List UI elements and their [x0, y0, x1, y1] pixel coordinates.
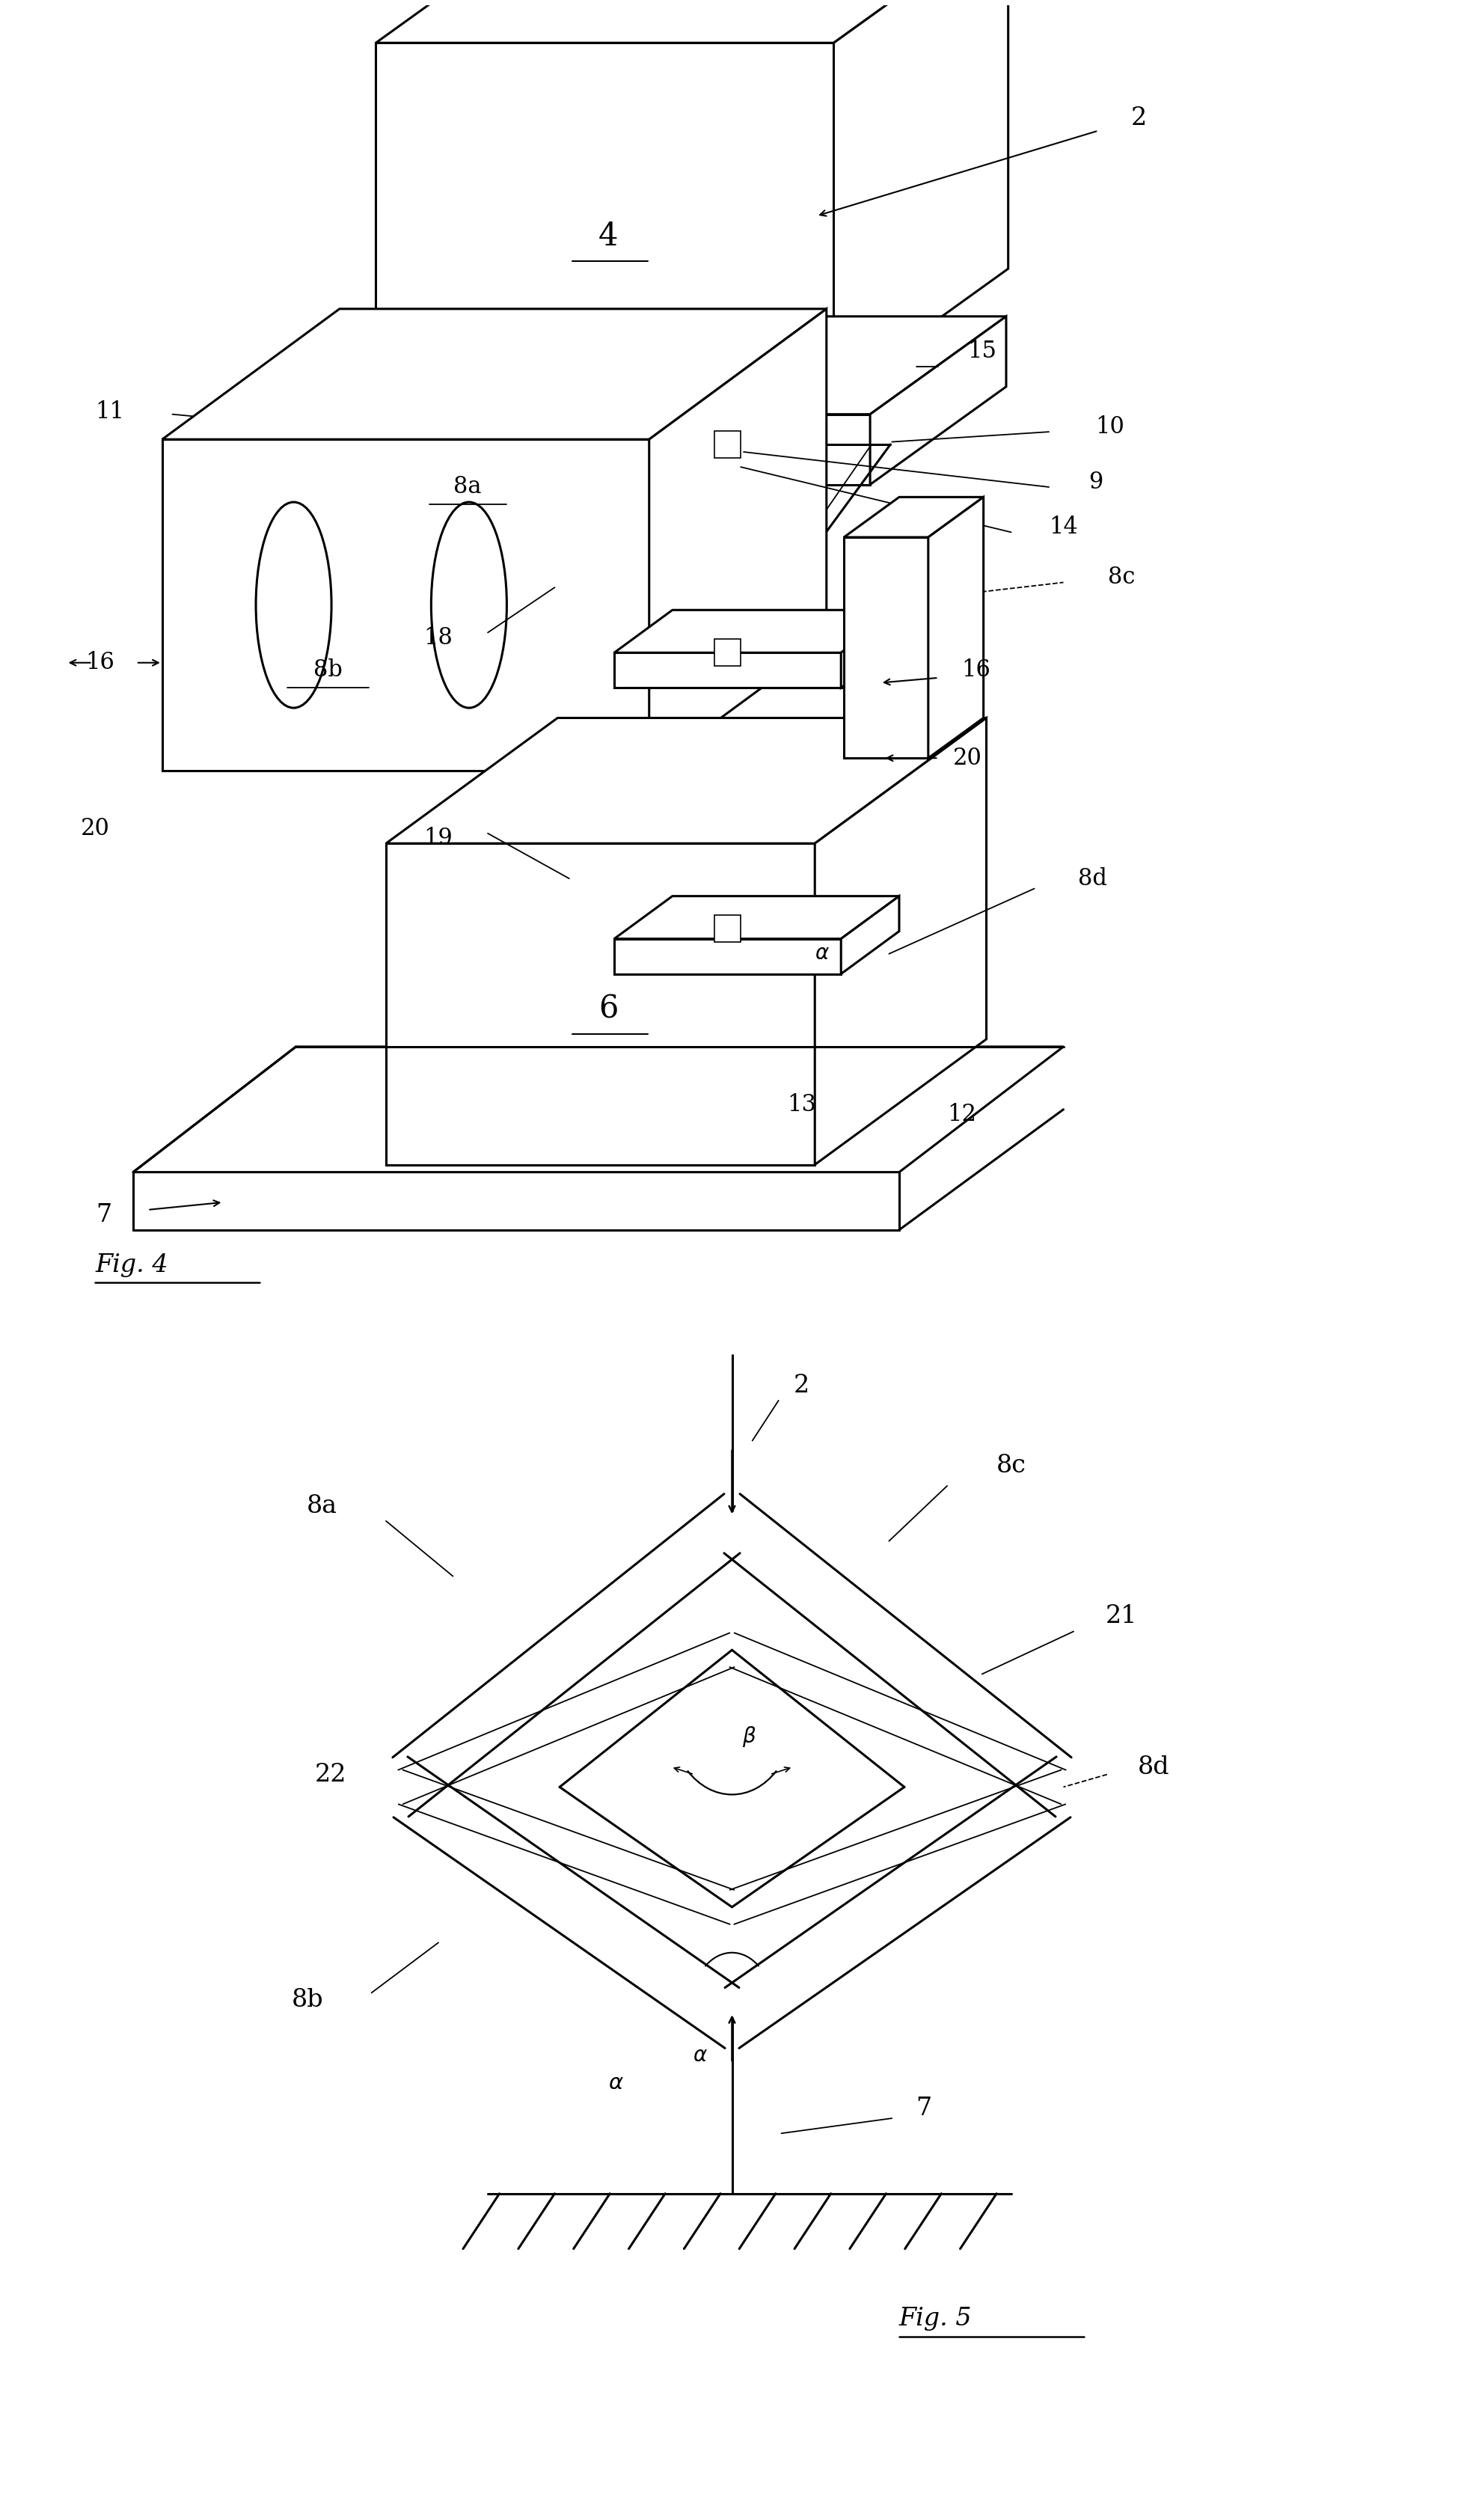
Text: 13: 13	[788, 1094, 817, 1116]
Text: 8d: 8d	[1138, 1754, 1170, 1779]
Text: 20: 20	[953, 746, 982, 769]
Text: 8c: 8c	[1108, 567, 1135, 590]
Polygon shape	[277, 413, 870, 484]
Polygon shape	[615, 897, 899, 940]
Polygon shape	[928, 496, 984, 759]
Polygon shape	[834, 0, 1009, 393]
Text: 21: 21	[1105, 1605, 1138, 1628]
Text: 16: 16	[962, 658, 991, 683]
Polygon shape	[386, 844, 815, 1164]
Text: $\beta$: $\beta$	[742, 1724, 757, 1749]
Polygon shape	[649, 310, 827, 771]
Text: 16: 16	[85, 650, 114, 675]
Text: 9: 9	[1088, 471, 1102, 494]
Text: 10: 10	[1095, 416, 1124, 438]
Polygon shape	[714, 431, 741, 459]
Text: 6: 6	[599, 993, 618, 1026]
Polygon shape	[386, 718, 987, 844]
Text: $\alpha$: $\alpha$	[692, 2046, 707, 2066]
Polygon shape	[714, 915, 741, 942]
Polygon shape	[615, 610, 899, 653]
Text: 12: 12	[947, 1104, 976, 1126]
Polygon shape	[870, 318, 1006, 484]
Text: 8b: 8b	[291, 1988, 324, 2013]
Text: Fig. 5: Fig. 5	[899, 2308, 972, 2331]
Text: 7: 7	[97, 1202, 111, 1227]
Text: 2: 2	[793, 1373, 810, 1399]
Text: Fig. 4: Fig. 4	[95, 1252, 168, 1278]
Text: 14: 14	[1048, 517, 1078, 539]
Text: 11: 11	[95, 401, 124, 423]
Polygon shape	[714, 640, 741, 665]
Polygon shape	[815, 718, 987, 1164]
Text: 19: 19	[425, 827, 452, 849]
Polygon shape	[277, 318, 1006, 413]
Text: 8c: 8c	[996, 1454, 1026, 1477]
Text: 20: 20	[81, 816, 110, 839]
Text: 8a: 8a	[454, 476, 482, 499]
Polygon shape	[163, 310, 827, 438]
Text: 2: 2	[1132, 106, 1146, 131]
Text: $\alpha$: $\alpha$	[814, 942, 830, 965]
Polygon shape	[840, 897, 899, 973]
Polygon shape	[376, 0, 1009, 43]
Text: 22: 22	[315, 1761, 347, 1787]
Text: 8b: 8b	[313, 658, 343, 683]
Polygon shape	[840, 610, 899, 688]
Text: $\alpha$: $\alpha$	[608, 2071, 624, 2094]
Polygon shape	[843, 537, 928, 759]
Polygon shape	[376, 43, 834, 393]
Text: 7: 7	[916, 2097, 931, 2119]
Polygon shape	[615, 940, 840, 973]
Text: 8a: 8a	[306, 1494, 338, 1517]
Polygon shape	[163, 438, 649, 771]
Text: 4: 4	[599, 219, 618, 252]
Polygon shape	[133, 1046, 1063, 1172]
Text: 18: 18	[425, 625, 452, 650]
Text: 15: 15	[968, 340, 997, 363]
Text: 8d: 8d	[1078, 867, 1107, 890]
Polygon shape	[615, 653, 840, 688]
Polygon shape	[843, 496, 984, 537]
